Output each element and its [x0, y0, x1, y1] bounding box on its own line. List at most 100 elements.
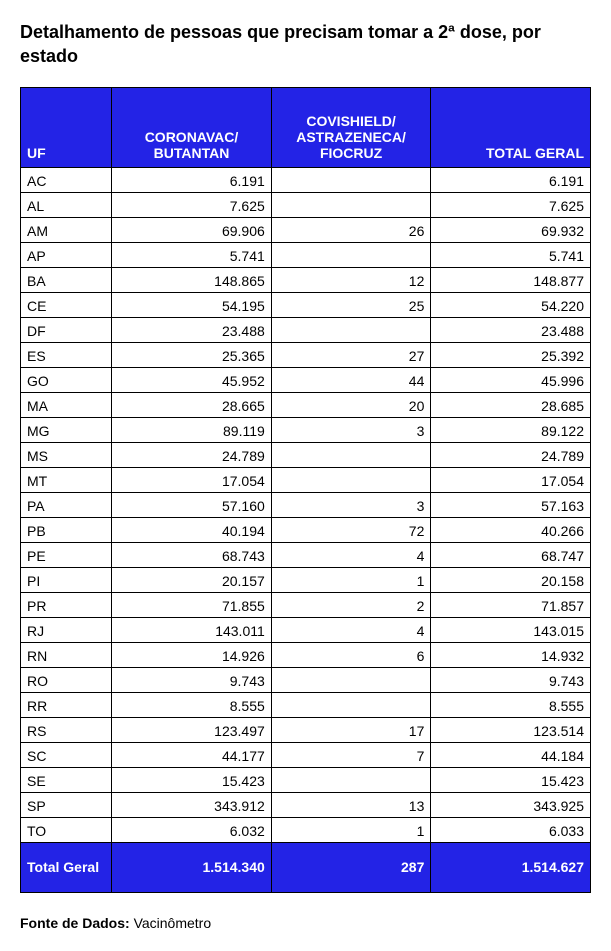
- table-row: CE54.1952554.220: [21, 292, 591, 317]
- table-row: PE68.743468.747: [21, 542, 591, 567]
- cell-covishield: 3: [271, 492, 431, 517]
- table-row: ES25.3652725.392: [21, 342, 591, 367]
- cell-coronavac: 45.952: [112, 367, 272, 392]
- table-row: SP343.91213343.925: [21, 792, 591, 817]
- cell-total: 6.191: [431, 167, 591, 192]
- table-row: MT17.05417.054: [21, 467, 591, 492]
- cell-total: 148.877: [431, 267, 591, 292]
- cell-coronavac: 5.741: [112, 242, 272, 267]
- cell-uf: MG: [21, 417, 112, 442]
- cell-uf: SC: [21, 742, 112, 767]
- cell-uf: BA: [21, 267, 112, 292]
- cell-covishield: 1: [271, 567, 431, 592]
- cell-coronavac: 54.195: [112, 292, 272, 317]
- cell-uf: TO: [21, 817, 112, 842]
- cell-coronavac: 14.926: [112, 642, 272, 667]
- cell-coronavac: 57.160: [112, 492, 272, 517]
- cell-covishield: 4: [271, 542, 431, 567]
- cell-coronavac: 6.032: [112, 817, 272, 842]
- cell-uf: SE: [21, 767, 112, 792]
- cell-uf: AP: [21, 242, 112, 267]
- cell-total: 123.514: [431, 717, 591, 742]
- cell-uf: RJ: [21, 617, 112, 642]
- cell-total: 71.857: [431, 592, 591, 617]
- cell-coronavac: 15.423: [112, 767, 272, 792]
- cell-covishield: [271, 167, 431, 192]
- col-header-total: TOTAL GERAL: [431, 87, 591, 167]
- cell-total: 9.743: [431, 667, 591, 692]
- table-row: AP5.7415.741: [21, 242, 591, 267]
- cell-total: 54.220: [431, 292, 591, 317]
- cell-covishield: 20: [271, 392, 431, 417]
- cell-coronavac: 7.625: [112, 192, 272, 217]
- cell-coronavac: 40.194: [112, 517, 272, 542]
- cell-covishield: 1: [271, 817, 431, 842]
- table-row: RJ143.0114143.015: [21, 617, 591, 642]
- cell-total: 20.158: [431, 567, 591, 592]
- cell-coronavac: 89.119: [112, 417, 272, 442]
- data-source-label: Fonte de Dados:: [20, 915, 130, 931]
- cell-coronavac: 6.191: [112, 167, 272, 192]
- cell-uf: RN: [21, 642, 112, 667]
- cell-uf: MT: [21, 467, 112, 492]
- cell-covishield: 25: [271, 292, 431, 317]
- cell-uf: AC: [21, 167, 112, 192]
- cell-uf: PR: [21, 592, 112, 617]
- table-row: AL7.6257.625: [21, 192, 591, 217]
- cell-coronavac: 143.011: [112, 617, 272, 642]
- grand-total-row: Total Geral 1.514.340 287 1.514.627: [21, 842, 591, 892]
- grand-total-cv: 1.514.340: [112, 842, 272, 892]
- cell-covishield: 26: [271, 217, 431, 242]
- cell-total: 68.747: [431, 542, 591, 567]
- cell-uf: GO: [21, 367, 112, 392]
- cell-coronavac: 123.497: [112, 717, 272, 742]
- data-source-value: Vacinômetro: [134, 915, 212, 931]
- table-row: DF23.48823.488: [21, 317, 591, 342]
- data-source: Fonte de Dados: Vacinômetro: [20, 915, 591, 931]
- cell-covishield: 17: [271, 717, 431, 742]
- cell-total: 143.015: [431, 617, 591, 642]
- cell-coronavac: 44.177: [112, 742, 272, 767]
- cell-covishield: 7: [271, 742, 431, 767]
- cell-total: 40.266: [431, 517, 591, 542]
- cell-coronavac: 69.906: [112, 217, 272, 242]
- cell-total: 6.033: [431, 817, 591, 842]
- cell-covishield: 13: [271, 792, 431, 817]
- cell-covishield: 12: [271, 267, 431, 292]
- cell-uf: PE: [21, 542, 112, 567]
- cell-coronavac: 148.865: [112, 267, 272, 292]
- cell-coronavac: 25.365: [112, 342, 272, 367]
- cell-covishield: 72: [271, 517, 431, 542]
- table-row: AM69.9062669.932: [21, 217, 591, 242]
- cell-uf: RS: [21, 717, 112, 742]
- table-row: BA148.86512148.877: [21, 267, 591, 292]
- table-header-row: UF CORONAVAC/ BUTANTAN COVISHIELD/ ASTRA…: [21, 87, 591, 167]
- cell-total: 45.996: [431, 367, 591, 392]
- cell-covishield: [271, 692, 431, 717]
- cell-coronavac: 20.157: [112, 567, 272, 592]
- cell-total: 57.163: [431, 492, 591, 517]
- table-row: MA28.6652028.685: [21, 392, 591, 417]
- table-row: MS24.78924.789: [21, 442, 591, 467]
- cell-uf: MS: [21, 442, 112, 467]
- cell-coronavac: 8.555: [112, 692, 272, 717]
- table-row: GO45.9524445.996: [21, 367, 591, 392]
- cell-uf: PB: [21, 517, 112, 542]
- cell-covishield: 3: [271, 417, 431, 442]
- cell-coronavac: 17.054: [112, 467, 272, 492]
- table-row: SE15.42315.423: [21, 767, 591, 792]
- cell-coronavac: 24.789: [112, 442, 272, 467]
- cell-covishield: 27: [271, 342, 431, 367]
- cell-covishield: 44: [271, 367, 431, 392]
- cell-uf: PI: [21, 567, 112, 592]
- cell-uf: CE: [21, 292, 112, 317]
- cell-covishield: [271, 667, 431, 692]
- col-header-covishield: COVISHIELD/ ASTRAZENECA/ FIOCRUZ: [271, 87, 431, 167]
- cell-total: 69.932: [431, 217, 591, 242]
- cell-uf: DF: [21, 317, 112, 342]
- table-row: MG89.119389.122: [21, 417, 591, 442]
- cell-total: 25.392: [431, 342, 591, 367]
- table-body: AC6.1916.191AL7.6257.625AM69.9062669.932…: [21, 167, 591, 842]
- table-row: PR71.855271.857: [21, 592, 591, 617]
- col-header-uf: UF: [21, 87, 112, 167]
